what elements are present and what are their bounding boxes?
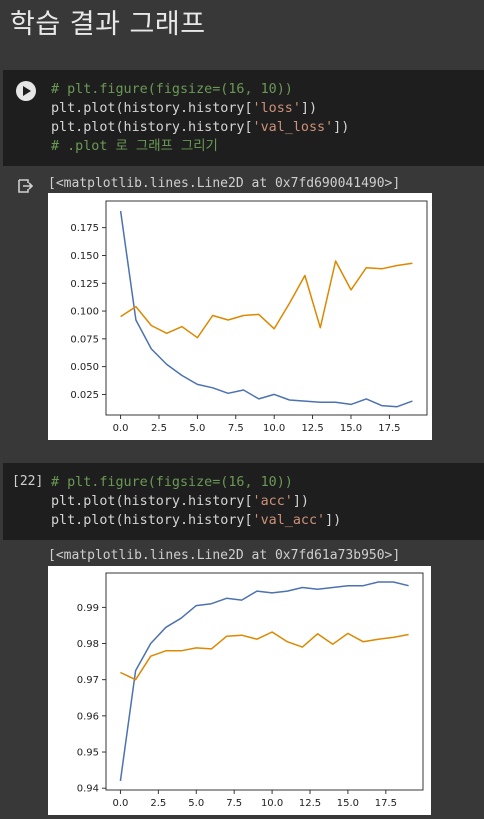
accuracy-chart: 0.94 0.95 0.96 0.97 0.98 0.99 0.0 2.5 5.0 7.5 10.0… [77,572,424,809]
x-tick-label: 17.5 [375,798,397,809]
code-token: plt.plot(history.history[ [51,101,253,116]
code-editor-2[interactable]: # plt.figure(figsize=(16, 10)) plt.plot(h… [51,473,341,530]
code-line: # plt.figure(figsize=(16, 10)) [51,473,341,492]
y-tick-label: 0.97 [77,675,99,686]
y-tick-label: 0.100 [70,307,99,318]
y-tick-label: 0.050 [70,362,99,373]
y-tick-label: 0.125 [70,279,99,290]
code-token: plt.plot(history.history[ [51,513,253,528]
y-tick-label: 0.99 [77,603,99,614]
x-tick-label: 0.0 [113,423,129,434]
section-heading: 학습 결과 그래프 [10,9,206,40]
series-line-0 [119,210,413,408]
execution-count: [22] [12,474,44,489]
code-token: plt.plot(history.history[ [51,494,253,509]
x-tick-label: 2.5 [150,798,166,809]
code-line: plt.plot(history.history['acc']) [51,492,341,511]
code-token: # .plot 로 그래프 그리기 [51,139,218,154]
code-editor-1[interactable]: # plt.figure(figsize=(16, 10)) plt.plot(h… [51,80,349,156]
output-text-1: [<matplotlib.lines.Line2D at 0x7fd690041… [48,176,401,191]
output-text-2: [<matplotlib.lines.Line2D at 0x7fd61a73b… [48,548,401,563]
loss-chart: 0.025 0.050 0.075 0.100 0.125 0.150 0.175 0.0 2.… [70,200,428,434]
output-icon [18,179,34,193]
x-tick-label: 12.5 [299,798,321,809]
series-line-0 [119,581,409,782]
plot-frame [105,572,424,791]
code-token: 'val_acc' [252,513,326,528]
y-tick-label: 0.95 [77,748,99,759]
code-line: # .plot 로 그래프 그리기 [51,137,349,156]
code-token: ]) [325,513,342,528]
code-line: plt.plot(history.history['loss']) [51,99,349,118]
run-cell-icon[interactable] [16,81,36,101]
x-tick-label: 10.0 [261,798,283,809]
x-tick-label: 12.5 [301,423,323,434]
x-tick-label: 17.5 [378,423,400,434]
y-tick-label: 0.150 [70,251,99,262]
plot-frame [105,200,428,416]
code-line: plt.plot(history.history['val_acc']) [51,511,341,530]
code-cell-1[interactable]: # plt.figure(figsize=(16, 10)) plt.plot(h… [3,70,484,166]
code-cell-2[interactable]: [22] # plt.figure(figsize=(16, 10)) plt.p… [3,463,484,540]
code-line: plt.plot(history.history['val_loss']) [51,118,349,137]
x-tick-label: 2.5 [151,423,167,434]
x-tick-label: 10.0 [263,423,285,434]
accuracy-plot: 0.94 0.95 0.96 0.97 0.98 0.99 0.0 2.5 5.0 7.5 10.0… [48,566,431,815]
code-token: 'acc' [252,494,293,509]
y-tick-label: 0.98 [77,639,99,650]
y-tick-label: 0.94 [77,784,99,795]
series-line-1 [120,631,409,681]
code-token: 'loss' [252,101,301,116]
code-token: 'val_loss' [252,120,334,135]
x-tick-label: 7.5 [226,798,242,809]
code-token: # plt.figure(figsize=(16, 10)) [51,82,293,97]
x-tick-label: 5.0 [189,423,205,434]
y-tick-label: 0.075 [70,334,99,345]
y-tick-label: 0.175 [70,223,99,234]
x-tick-label: 15.0 [340,423,362,434]
y-tick-label: 0.025 [70,390,99,401]
x-tick-label: 7.5 [228,423,244,434]
series-line-1 [120,260,413,339]
code-token: ]) [333,120,350,135]
code-token: # plt.figure(figsize=(16, 10)) [51,475,293,490]
code-token: ]) [292,494,309,509]
code-line: # plt.figure(figsize=(16, 10)) [51,80,349,99]
y-tick-label: 0.96 [77,711,99,722]
code-token: plt.plot(history.history[ [51,120,253,135]
code-token: ]) [300,101,318,116]
x-tick-label: 15.0 [337,798,359,809]
x-tick-label: 0.0 [112,798,128,809]
loss-plot: 0.025 0.050 0.075 0.100 0.125 0.150 0.175 0.0 2.… [48,193,432,440]
x-tick-label: 5.0 [188,798,204,809]
